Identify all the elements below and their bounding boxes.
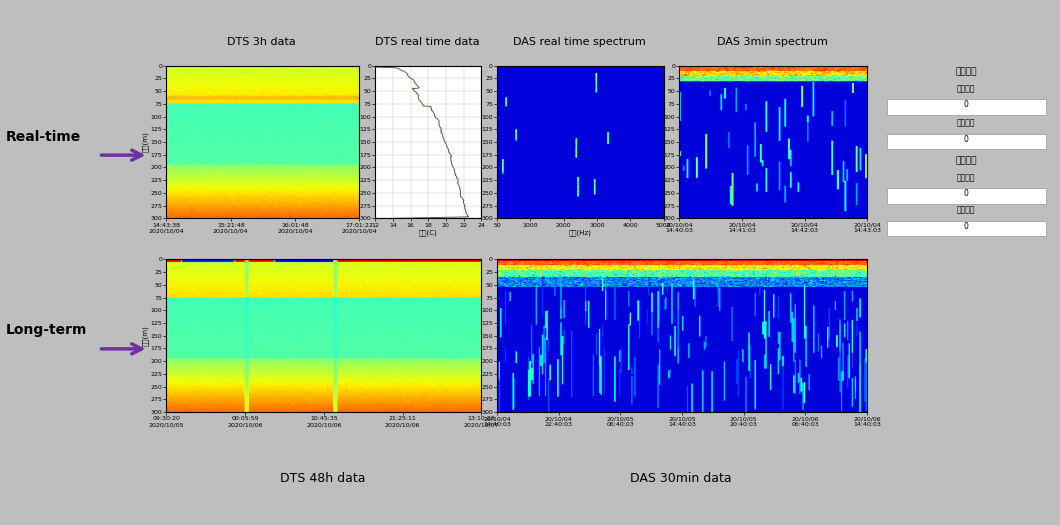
- Y-axis label: 深度(m): 深度(m): [142, 326, 149, 346]
- Text: DAS real time spectrum: DAS real time spectrum: [513, 37, 646, 47]
- Y-axis label: 深度(m): 深度(m): [142, 132, 149, 152]
- Text: 频率分析: 频率分析: [955, 156, 977, 165]
- Bar: [886, 221, 1046, 236]
- Text: 0: 0: [964, 222, 969, 231]
- X-axis label: 頻率(Hz): 頻率(Hz): [569, 229, 591, 236]
- Text: DTS real time data: DTS real time data: [375, 37, 479, 47]
- Bar: [886, 188, 1046, 204]
- Bar: [886, 134, 1046, 149]
- Text: 0: 0: [964, 135, 969, 144]
- Text: 起始深度: 起始深度: [957, 84, 975, 93]
- Text: Real-time: Real-time: [5, 130, 81, 144]
- Bar: [886, 99, 1046, 115]
- Text: DTS 3h data: DTS 3h data: [228, 37, 296, 47]
- Text: DAS 3min spectrum: DAS 3min spectrum: [717, 37, 828, 47]
- Text: 终止频率: 终止频率: [957, 206, 975, 215]
- Text: DAS 30min data: DAS 30min data: [631, 472, 731, 486]
- Text: 起始频率: 起始频率: [957, 173, 975, 182]
- Text: 显示范围: 显示范围: [955, 68, 977, 77]
- Text: 0: 0: [964, 190, 969, 198]
- Text: 0: 0: [964, 100, 969, 109]
- Text: Long-term: Long-term: [5, 323, 87, 338]
- Text: 终止深度: 终止深度: [957, 119, 975, 128]
- X-axis label: 温度(C): 温度(C): [419, 229, 438, 236]
- Text: DTS 48h data: DTS 48h data: [280, 472, 366, 486]
